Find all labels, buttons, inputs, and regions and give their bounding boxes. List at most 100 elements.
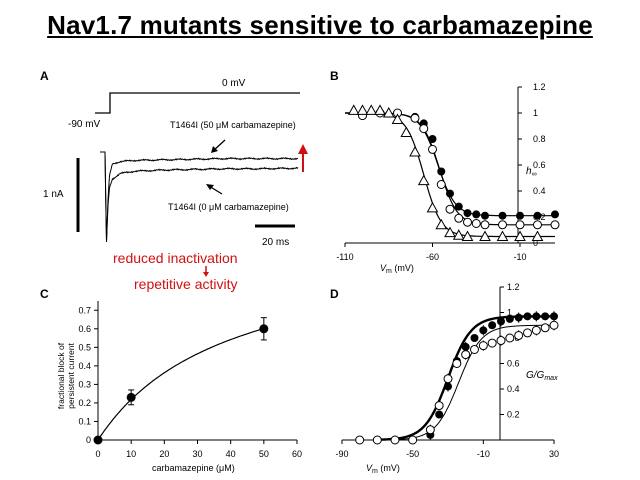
panel-b-point-filled-circle [463, 209, 472, 218]
current-trace-0um [100, 151, 299, 243]
panel-d-x-tick-label: -50 [406, 449, 419, 459]
panel-b-point-open-circle [454, 213, 464, 223]
panel-b-point-open-circle [498, 220, 507, 230]
panel-b-point-open-circle [463, 217, 472, 227]
panel-b-point-open-triangle [382, 106, 395, 118]
panel-b-point-open-circle [471, 219, 481, 228]
panel-c-point [93, 435, 103, 445]
panel-b-point-open-triangle [496, 230, 509, 241]
panel-d-y-tick-label: 0.4 [507, 384, 520, 394]
panel-d-point-open-circle [408, 435, 418, 445]
increase-arrowhead [298, 144, 308, 154]
panel-b-point-open-triangle [435, 218, 448, 230]
panel-d-fit-curve [377, 324, 554, 441]
panel-d-point-filled-circle [523, 312, 532, 321]
panel-b-point-open-circle [515, 220, 525, 230]
pointer-arrowhead-0um [206, 184, 214, 190]
panel-b-point-filled-circle [516, 211, 524, 220]
panel-d-point-filled-circle [505, 314, 514, 323]
panel-c-y-tick-label: 0.1 [78, 416, 91, 426]
panel-b-point-open-triangle [417, 174, 430, 186]
trace-label-0um: T1464I (0 μM carbamazepine) [168, 202, 289, 212]
panel-b-point-open-circle [436, 180, 446, 189]
panel-c-x-tick-label: 0 [95, 449, 100, 459]
panel-d-point-open-circle [390, 435, 400, 445]
panel-d-x-tick-label: -10 [477, 449, 490, 459]
panel-b-point-open-triangle [514, 230, 526, 241]
panel-b-letter: B [330, 69, 339, 83]
panel-b-point-filled-circle [498, 211, 507, 220]
panel-b-point-open-triangle [365, 104, 378, 115]
panel-b-point-open-triangle [409, 145, 421, 157]
panel-b-point-filled-circle [533, 211, 542, 220]
panel-b-point-filled-circle [437, 167, 446, 176]
panel-c-y-tick-label: 0.4 [78, 361, 91, 371]
panel-b-y-tick-label: 0.8 [533, 134, 546, 144]
panel-b-point-filled-circle [472, 210, 481, 219]
panel-b-point-open-triangle [356, 104, 369, 115]
panel-b-fit-curve [345, 112, 555, 238]
panel-d-point-filled-circle [470, 334, 479, 342]
panel-b-marks [345, 104, 560, 241]
panel-c-x-tick-label: 20 [159, 449, 169, 459]
panel-c-y-label-1: fractional block of [56, 342, 66, 409]
panel-b-point-open-triangle [374, 104, 386, 115]
panel-d-point-filled-circle [461, 342, 470, 351]
panel-b-x-label: Vm (mV) [380, 263, 414, 275]
panel-c-x-label: carbamazepine (μM) [152, 463, 235, 473]
panel-d-point-open-circle [531, 325, 541, 335]
panel-a: A -90 mV 0 mV T1464I (50 μM carbamazepin… [40, 69, 308, 248]
panel-a-letter: A [40, 69, 49, 83]
panel-d-point-open-circle [505, 333, 515, 343]
panel-b-point-open-circle [445, 204, 455, 214]
panel-d-point-filled-circle [550, 312, 558, 321]
panel-b-y-label: h∞ [526, 166, 537, 178]
panel-c-y-tick-label: 0.3 [78, 379, 91, 389]
panel-b-point-open-triangle [479, 230, 491, 241]
panel-b-point-open-circle [419, 124, 429, 134]
holding-voltage-label: -90 mV [68, 119, 101, 130]
panel-b-point-open-circle [480, 220, 490, 230]
panel-b-point-open-circle [550, 220, 560, 230]
annotation-arrowhead [203, 272, 209, 277]
panel-b-y-tick-label: 0.4 [533, 186, 546, 196]
panel-b-point-filled-circle [454, 202, 463, 211]
panel-b-point-filled-circle [446, 189, 454, 198]
panel-d-point-open-circle [523, 328, 532, 338]
annotation-repetitive-activity: repetitive activity [134, 276, 238, 292]
panel-d-point-filled-circle [497, 317, 505, 326]
panel-d-point-open-circle [496, 336, 506, 346]
panel-b-point-filled-circle [428, 135, 437, 143]
panel-c: C 0 10 20 30 40 50 60 0 0.1 0.2 0.3 0.4 0.5 0.6 0.7 ca… [40, 287, 302, 473]
panel-b-point-filled-circle [551, 210, 559, 219]
panel-d-point-open-circle [461, 350, 471, 360]
panel-c-y-tick-label: 0.5 [78, 342, 91, 352]
panel-d-point-open-circle [443, 374, 453, 384]
panel-d-point-filled-circle [488, 321, 497, 330]
panel-d-point-filled-circle [532, 312, 541, 321]
current-trace-50um [100, 151, 299, 243]
trace-label-50um: T1464I (50 μM carbamazepine) [170, 120, 296, 130]
panel-b-point-open-triangle [426, 201, 439, 213]
voltage-step [95, 92, 300, 114]
panel-d-x-tick-label: -90 [335, 449, 348, 459]
panel-d-y-tick-label: 0.2 [507, 410, 520, 420]
panel-b-point-open-circle [428, 144, 437, 154]
panel-c-x-tick-label: 30 [192, 449, 202, 459]
panel-d-point-filled-circle [444, 382, 452, 391]
step-voltage-label: 0 mV [222, 78, 246, 89]
panel-c-letter: C [40, 287, 49, 301]
panel-c-y-tick-label: 0.6 [78, 324, 91, 334]
panel-c-x-tick-label: 10 [126, 449, 136, 459]
panel-d-point-open-circle [355, 435, 365, 445]
panel-d-point-open-circle [549, 320, 559, 330]
current-scale-label: 1 nA [43, 189, 64, 200]
panel-d-point-filled-circle [514, 313, 523, 322]
panel-d-point-filled-circle [435, 410, 444, 419]
panel-c-y-tick-label: 0.2 [78, 398, 91, 408]
panel-d-point-filled-circle [479, 326, 488, 335]
panel-d-point-open-circle [478, 341, 488, 351]
panel-d-y-tick-label: 1.2 [507, 282, 520, 292]
panel-c-y-label-2: persistent current [66, 343, 76, 409]
